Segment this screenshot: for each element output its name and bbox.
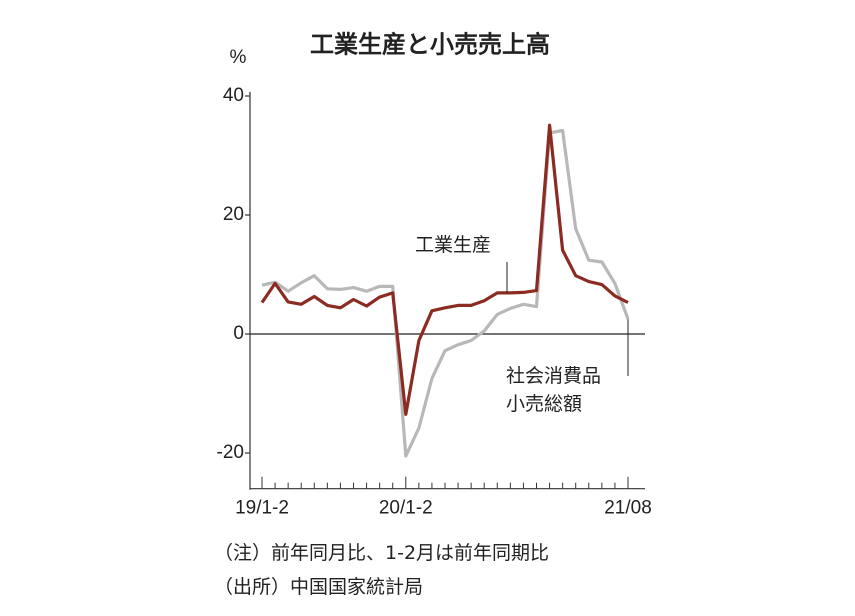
series-label: 工業生産 [415,234,491,256]
series-line [261,128,630,458]
y-tick-label: 40 [223,85,244,106]
y-tick-label: 0 [233,323,244,344]
x-tick-label: 19/1-2 [235,498,289,519]
y-tick-label: -20 [217,442,244,463]
y-tick-label: 20 [223,204,244,225]
note: （注）前年同月比、1-2月は前年同期比 [214,542,550,564]
chart-title: 工業生産と小売売上高 [310,30,550,58]
note: （出所）中国国家統計局 [214,576,424,598]
series-label: 社会消費品小売総額 [506,365,602,415]
y-unit: % [230,47,247,68]
x-tick-label: 20/1-2 [379,498,433,519]
series-line [260,123,629,416]
x-tick-label: 21/08 [604,498,652,519]
